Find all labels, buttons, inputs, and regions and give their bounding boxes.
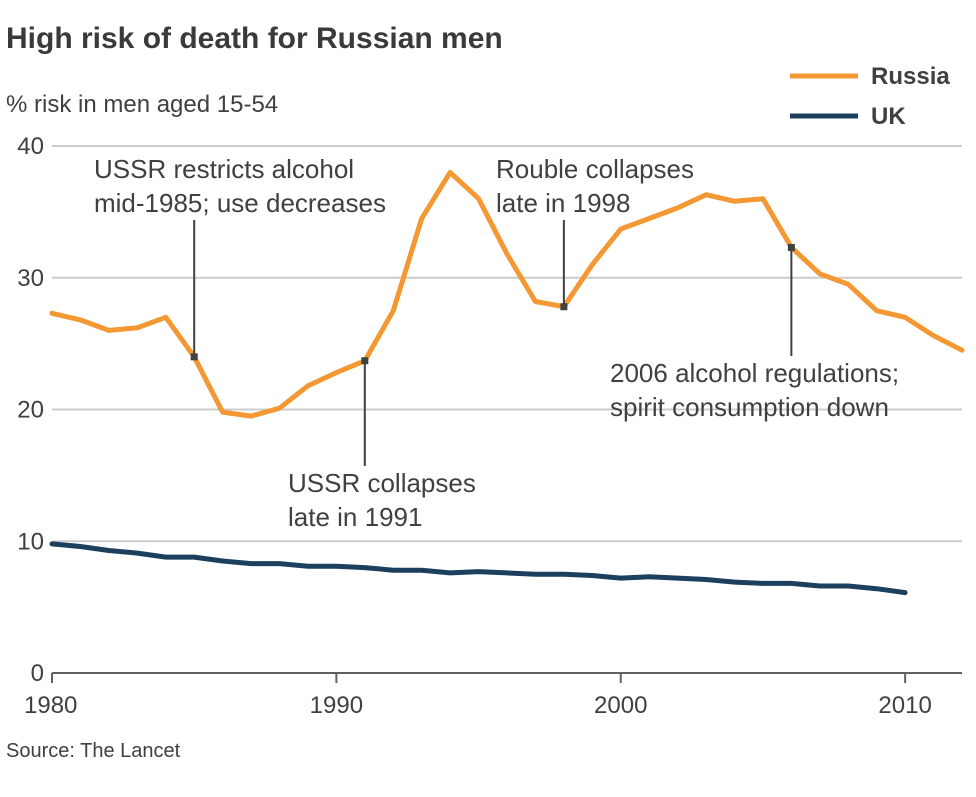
x-axis-ticks: 1980 1990 2000 2010 — [24, 673, 932, 719]
annotation-marker-3 — [787, 243, 795, 251]
y-tick-label-0: 0 — [31, 660, 44, 687]
y-tick-label-10: 10 — [17, 528, 44, 555]
y-tick-label-40: 40 — [17, 133, 44, 160]
annotation-text-2-1: late in 1998 — [496, 188, 630, 218]
legend-label-uk: UK — [871, 103, 906, 130]
x-tick-label-2010: 2010 — [878, 692, 931, 719]
x-tick-label-2000: 2000 — [594, 692, 647, 719]
gridlines — [52, 145, 962, 674]
annotation-text-3-1: spirit consumption down — [610, 392, 889, 422]
annotation-marker-1 — [361, 357, 369, 365]
series-line-russia — [49, 169, 965, 419]
annotation-text-1-1: late in 1991 — [288, 502, 422, 532]
legend: Russia UK — [790, 63, 950, 130]
annotation-text-3-0: 2006 alcohol regulations; — [610, 358, 899, 388]
chart-subtitle: % risk in men aged 15-54 — [6, 91, 278, 118]
legend-label-russia: Russia — [871, 63, 950, 90]
annotation-text-2-0: Rouble collapses — [496, 154, 694, 184]
source-note: Source: The Lancet — [6, 740, 181, 762]
annotation-marker-0 — [190, 353, 198, 361]
y-tick-label-20: 20 — [17, 397, 44, 424]
annotation-text-0-0: USSR restricts alcohol — [94, 154, 354, 184]
annotations: USSR restricts alcohol mid-1985; use decr… — [94, 154, 899, 532]
series-line-uk — [49, 541, 908, 596]
y-tick-label-30: 30 — [17, 265, 44, 292]
x-tick-label-1990: 1990 — [310, 692, 363, 719]
chart-title: High risk of death for Russian men — [6, 22, 503, 55]
x-tick-label-1980: 1980 — [24, 692, 77, 719]
annotation-text-0-1: mid-1985; use decreases — [94, 188, 386, 218]
annotation-text-1-0: USSR collapses — [288, 468, 476, 498]
y-axis-ticks: 0 10 20 30 40 — [17, 133, 44, 687]
annotation-marker-2 — [560, 303, 568, 311]
series-lines — [49, 169, 965, 596]
